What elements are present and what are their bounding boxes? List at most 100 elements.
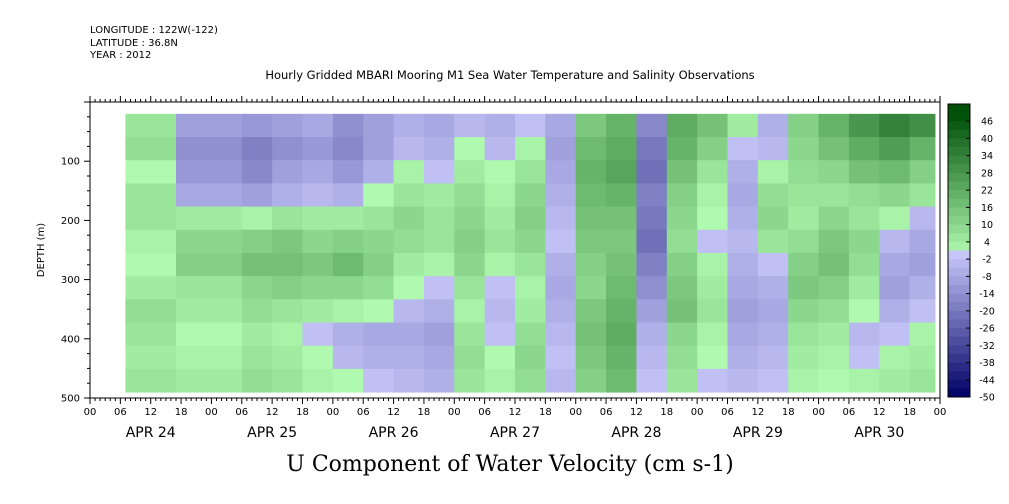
heat-cell [484, 322, 516, 347]
heat-cell [272, 183, 303, 208]
heat-cell [545, 322, 577, 347]
heat-cell [454, 229, 486, 254]
heat-cell [484, 345, 516, 370]
heat-cell [125, 160, 177, 184]
longitude-label: LONGITUDE : 122W(-122) [90, 25, 218, 36]
colorbar-label: -14 [979, 289, 995, 300]
chart-title: Hourly Gridded MBARI Mooring M1 Sea Wate… [265, 68, 755, 82]
colorbar-label: 28 [981, 168, 993, 179]
heat-cell [757, 368, 789, 393]
heat-cell [125, 345, 177, 370]
x-hour-label: 06 [235, 407, 248, 418]
heat-cell [363, 299, 395, 324]
heat-cell [757, 299, 789, 324]
heat-cell [545, 183, 577, 208]
heat-cell [788, 113, 820, 138]
heat-cell [302, 322, 334, 347]
x-hour-label: 12 [751, 407, 764, 418]
colorbar-swatch [948, 353, 970, 363]
heat-cell [666, 229, 698, 254]
colorbar-swatch [948, 310, 970, 320]
heat-cell [272, 229, 303, 254]
heat-cell [393, 183, 425, 208]
heat-cell [727, 183, 759, 208]
heat-cell [272, 368, 303, 393]
heat-cell [636, 299, 668, 324]
heat-cell [515, 276, 546, 300]
heat-cell [879, 206, 911, 231]
heat-cell [788, 229, 820, 254]
x-hour-label: 06 [478, 407, 491, 418]
heat-cell [363, 113, 395, 138]
heat-cell [484, 137, 516, 161]
colorbar-label: -50 [979, 393, 995, 404]
x-axis-ticks: 00 06 12 18 00 06 12 18 00 06 12 18 00 06 12 18 00 06 12 18… [84, 398, 946, 441]
heat-cell [818, 345, 850, 370]
y-axis-label: DEPTH (m) [36, 223, 47, 277]
heat-cell [636, 137, 668, 161]
heat-cell [176, 345, 243, 370]
heat-cell [363, 276, 395, 300]
heat-cell [423, 299, 455, 324]
heat-cell [727, 229, 759, 254]
heat-cell [818, 229, 850, 254]
heat-cell [241, 160, 273, 184]
heat-cell [666, 183, 698, 208]
heat-cell [545, 252, 577, 277]
heat-cell [423, 160, 455, 184]
heat-cell [515, 229, 546, 254]
heat-cell [241, 368, 273, 393]
heat-cell [272, 345, 303, 370]
heat-cell [788, 160, 820, 184]
heat-cell [125, 113, 177, 138]
x-hour-label: 12 [873, 407, 886, 418]
heat-cell [757, 229, 789, 254]
colorbar-swatch [948, 233, 970, 243]
heat-cell [697, 276, 728, 300]
heat-cell [575, 137, 607, 161]
heat-cell [848, 183, 880, 208]
heat-cell [545, 113, 577, 138]
heat-cell [818, 299, 850, 324]
heat-cell [332, 206, 364, 231]
colorbar-label: 22 [981, 186, 993, 197]
heat-cell [423, 183, 455, 208]
heat-cell [879, 183, 911, 208]
heat-cell [454, 299, 486, 324]
x-day-label: APR 28 [611, 425, 661, 441]
heat-cell [606, 160, 637, 184]
heat-cell [909, 252, 936, 277]
heat-cell [757, 137, 789, 161]
y-tick-label: 400 [61, 334, 80, 345]
heat-cell [848, 252, 880, 277]
heat-cell [909, 183, 936, 208]
heat-cell [393, 137, 425, 161]
heat-cell [545, 276, 577, 300]
colorbar-swatch [948, 138, 970, 148]
heat-cell [757, 322, 789, 347]
heat-cell [666, 299, 698, 324]
heat-cell [363, 322, 395, 347]
heat-cell [575, 113, 607, 138]
heat-cell [909, 113, 936, 138]
x-hour-label: 18 [175, 407, 188, 418]
colorbar-swatch [948, 259, 970, 269]
heatmap-field [125, 113, 936, 393]
heat-cell [393, 113, 425, 138]
colorbar-label: -38 [979, 358, 995, 369]
heat-cell [515, 113, 546, 138]
heat-cell [666, 368, 698, 393]
heat-cell [302, 229, 334, 254]
heat-cell [606, 229, 637, 254]
heat-cell [879, 299, 911, 324]
x-hour-label: 18 [418, 407, 431, 418]
heat-cell [363, 229, 395, 254]
heat-cell [606, 345, 637, 370]
heat-cell [818, 160, 850, 184]
heat-cell [909, 229, 936, 254]
heat-cell [423, 322, 455, 347]
heat-cell [879, 322, 911, 347]
heat-cell [302, 183, 334, 208]
colorbar-swatch [948, 302, 970, 312]
heat-cell [545, 137, 577, 161]
